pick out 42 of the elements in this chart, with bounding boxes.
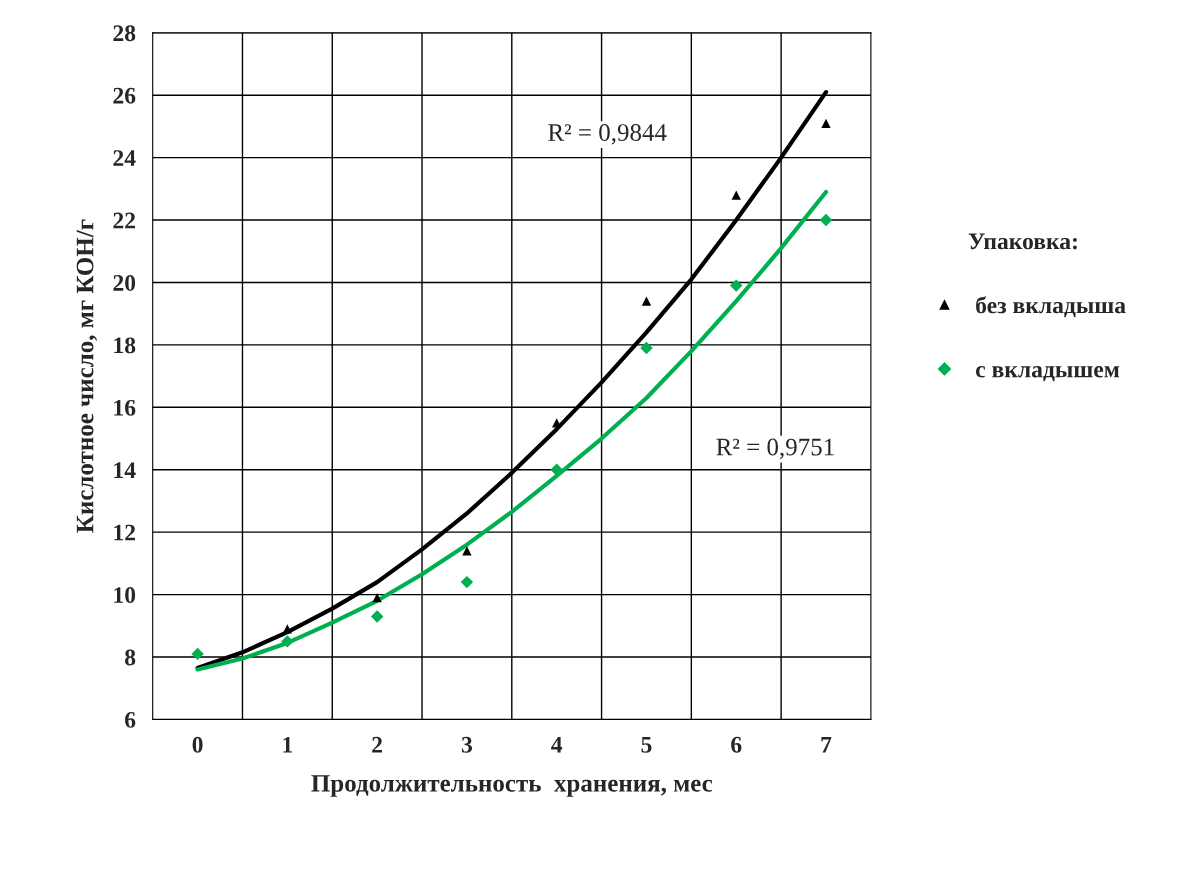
y-tick-label: 22 (113, 212, 136, 229)
point (821, 118, 831, 128)
y-tick-label: 10 (114, 587, 136, 604)
x-tick-label: 2 (372, 736, 383, 753)
legend-label: без вкладыша (976, 296, 1126, 318)
x-tick-label: 6 (731, 736, 742, 753)
legend-title: Упаковка: (968, 233, 1077, 250)
x-tick-label: 1 (283, 736, 293, 753)
y-tick-label: 26 (113, 87, 136, 104)
x-tick-label: 3 (461, 736, 473, 753)
point (372, 593, 382, 603)
y-tick-label: 20 (113, 274, 136, 291)
point (731, 190, 741, 200)
x-tick-label: 5 (641, 737, 652, 753)
point (370, 610, 384, 623)
legend-label: с вкладышем (975, 366, 1120, 382)
point (819, 213, 833, 227)
point (641, 296, 652, 306)
y-tick-label: 24 (113, 150, 136, 166)
point (281, 635, 294, 648)
annotation: R² = 0,9751 (716, 438, 834, 460)
y-tick-label: 28 (113, 25, 136, 42)
y-tick-label: 12 (114, 524, 136, 541)
point (552, 418, 562, 428)
y-tick-label: 8 (125, 649, 136, 666)
x-tick-label: 7 (821, 737, 832, 753)
point (282, 624, 293, 634)
point (460, 575, 474, 589)
x-tick-label: 4 (551, 736, 563, 753)
point (730, 279, 743, 292)
point (191, 647, 204, 661)
y-tick-label: 16 (114, 399, 136, 416)
y-tick-label: 14 (114, 462, 136, 478)
y-axis-title: Кислотное число, мг КОН/г (76, 219, 98, 533)
x-tick-label: 0 (192, 736, 203, 753)
point (550, 463, 563, 476)
annotation: R² = 0,9844 (548, 124, 667, 145)
y-tick-label: 18 (114, 337, 136, 354)
y-tick-label: 6 (125, 711, 136, 728)
point (640, 341, 653, 355)
point (462, 546, 472, 556)
x-axis-title: Продолжительность хранения, мес (311, 775, 713, 797)
